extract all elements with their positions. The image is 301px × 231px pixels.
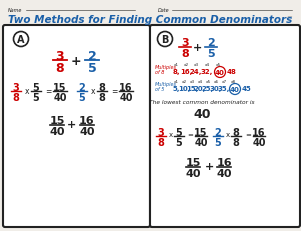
Text: 40: 40 — [216, 168, 232, 178]
Text: 16,: 16, — [180, 69, 192, 75]
Text: 8: 8 — [233, 128, 239, 137]
Text: A: A — [17, 35, 25, 45]
Text: 8: 8 — [56, 62, 64, 75]
Text: 40: 40 — [185, 168, 201, 178]
Text: x: x — [91, 87, 95, 96]
Text: 2: 2 — [215, 128, 221, 137]
Text: 15: 15 — [194, 128, 208, 137]
Text: 40: 40 — [252, 137, 266, 147]
Text: 15: 15 — [185, 157, 201, 167]
Text: 3: 3 — [158, 128, 164, 137]
Text: 8: 8 — [13, 93, 20, 103]
Text: +: + — [71, 55, 81, 68]
Text: 5: 5 — [215, 137, 221, 147]
Text: 40: 40 — [79, 126, 95, 137]
Text: 5: 5 — [79, 93, 85, 103]
Text: 40: 40 — [194, 137, 208, 147]
Text: 2: 2 — [88, 50, 96, 63]
Text: +: + — [193, 43, 203, 53]
Text: The lowest common denominator is: The lowest common denominator is — [149, 100, 255, 105]
Text: 16: 16 — [252, 128, 266, 137]
Text: x8: x8 — [231, 80, 236, 84]
Text: +: + — [67, 119, 77, 129]
Text: 8: 8 — [98, 93, 105, 103]
Bar — [3, 26, 298, 227]
Text: ~: ~ — [286, 14, 292, 20]
Text: +: + — [205, 161, 215, 171]
Text: 5,: 5, — [172, 86, 180, 92]
Text: x1: x1 — [173, 80, 178, 84]
Text: =: = — [45, 87, 51, 96]
Text: 45: 45 — [241, 86, 251, 92]
Text: 40: 40 — [49, 126, 65, 137]
Text: x: x — [226, 131, 230, 137]
Text: x: x — [169, 131, 173, 137]
Text: of 8: of 8 — [155, 70, 164, 75]
Text: x2: x2 — [182, 80, 187, 84]
Text: 30,: 30, — [210, 86, 222, 92]
Text: 5: 5 — [175, 128, 182, 137]
Text: 35,: 35, — [218, 86, 230, 92]
Text: 32,: 32, — [201, 69, 213, 75]
Text: 15: 15 — [49, 116, 65, 125]
Text: 16: 16 — [216, 157, 232, 167]
Text: x4: x4 — [197, 80, 203, 84]
Text: x6: x6 — [213, 80, 219, 84]
Text: x1: x1 — [173, 63, 178, 67]
Text: x5: x5 — [206, 80, 211, 84]
Text: 2: 2 — [79, 83, 85, 93]
Text: 5: 5 — [33, 93, 39, 103]
FancyBboxPatch shape — [150, 26, 300, 227]
Text: x: x — [25, 87, 29, 96]
Text: 8: 8 — [233, 137, 239, 147]
Text: 20,: 20, — [194, 86, 206, 92]
Text: 3: 3 — [13, 83, 19, 93]
Text: 40: 40 — [53, 93, 67, 103]
Text: x7: x7 — [222, 80, 227, 84]
Text: 8,: 8, — [172, 69, 180, 75]
Text: 3: 3 — [56, 50, 64, 63]
Text: 8: 8 — [157, 137, 164, 147]
Text: 10,: 10, — [178, 86, 190, 92]
Text: 16: 16 — [79, 116, 95, 125]
Text: x3: x3 — [189, 80, 194, 84]
Text: B: B — [161, 35, 169, 45]
Text: 48: 48 — [227, 69, 237, 75]
Text: 8: 8 — [181, 49, 189, 59]
Text: x3: x3 — [194, 63, 199, 67]
Text: 24,: 24, — [190, 69, 202, 75]
Text: Name: Name — [8, 8, 22, 13]
Text: 3: 3 — [181, 38, 189, 48]
Text: of 5: of 5 — [155, 87, 164, 92]
Text: x2: x2 — [183, 63, 188, 67]
Text: 25,: 25, — [202, 86, 214, 92]
Text: x4: x4 — [204, 63, 209, 67]
Text: 15,: 15, — [186, 86, 198, 92]
FancyBboxPatch shape — [3, 26, 150, 227]
Text: =: = — [111, 87, 117, 96]
Text: Two Methods for Finding Common Denominators: Two Methods for Finding Common Denominat… — [8, 15, 292, 25]
Circle shape — [157, 32, 172, 47]
Text: 15: 15 — [53, 83, 67, 93]
Text: 40: 40 — [119, 93, 133, 103]
Text: 5: 5 — [175, 137, 182, 147]
Text: x5: x5 — [216, 63, 221, 67]
Text: =: = — [187, 131, 193, 137]
Text: 5: 5 — [33, 83, 39, 93]
Text: 16: 16 — [119, 83, 133, 93]
Text: Multiples: Multiples — [155, 65, 177, 70]
Text: 40: 40 — [193, 108, 211, 121]
Text: 5: 5 — [88, 62, 96, 75]
Text: Date: Date — [158, 8, 170, 13]
Text: Multiples: Multiples — [155, 82, 177, 87]
Circle shape — [14, 32, 29, 47]
Text: 40: 40 — [215, 70, 225, 76]
Text: =: = — [245, 131, 251, 137]
Text: 8: 8 — [98, 83, 105, 93]
Text: 2: 2 — [207, 38, 215, 48]
Text: 40: 40 — [230, 87, 240, 93]
Text: 5: 5 — [207, 49, 215, 59]
